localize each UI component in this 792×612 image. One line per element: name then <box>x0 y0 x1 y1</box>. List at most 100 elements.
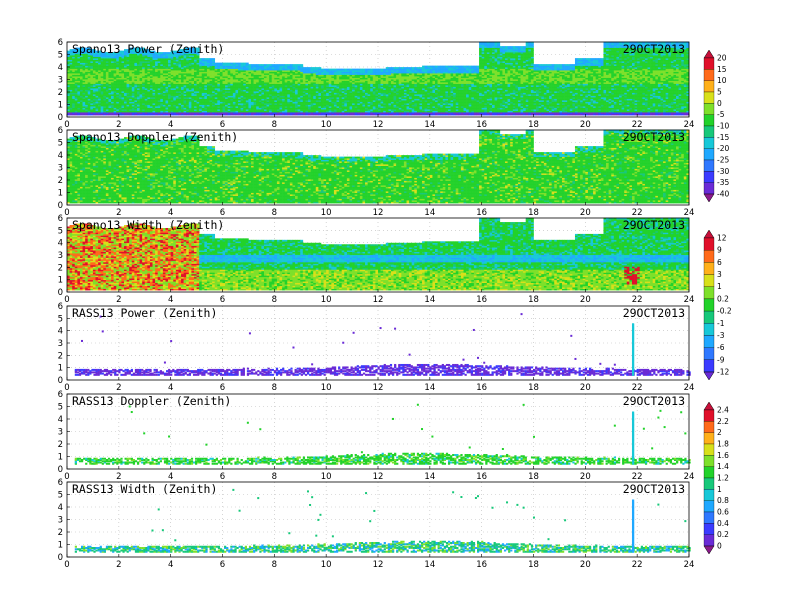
x-tick-label: 14 <box>424 295 435 305</box>
x-tick-label: 10 <box>321 472 332 482</box>
x-tick-label: 0 <box>64 120 69 130</box>
colorbar-tick-label: 5 <box>717 88 722 97</box>
x-tick-label: 12 <box>373 295 384 305</box>
x-tick-label: 12 <box>373 208 384 218</box>
x-tick-label: 0 <box>64 383 69 393</box>
y-tick-label: 4 <box>58 327 63 337</box>
x-tick-label: 6 <box>220 472 225 482</box>
x-tick-label: 0 <box>64 472 69 482</box>
x-tick-label: 8 <box>272 472 277 482</box>
x-tick-label: 22 <box>632 472 643 482</box>
y-tick-label: 5 <box>58 491 63 501</box>
panel-date: 29OCT2013 <box>623 130 685 144</box>
colorbar-tick-label: 0.4 <box>717 519 729 528</box>
x-tick-label: 2 <box>116 120 121 130</box>
y-tick-label: 2 <box>58 176 63 186</box>
colorbar-tick-label: 1.2 <box>717 474 729 483</box>
panel-date: 29OCT2013 <box>623 482 685 496</box>
y-tick-label: 2 <box>58 528 63 538</box>
colorbar-tick-label: 0.2 <box>717 530 729 539</box>
colorbar-tick-label: 15 <box>717 65 727 74</box>
y-tick-label: 1 <box>58 453 63 463</box>
colorbar-tick-label: 2 <box>717 428 722 437</box>
colorbar-tick-label: -25 <box>717 156 729 165</box>
x-tick-label: 4 <box>168 383 173 393</box>
y-tick-label: 6 <box>58 390 63 400</box>
x-tick-label: 16 <box>476 383 487 393</box>
colorbar-tick-label: 1.4 <box>717 462 729 471</box>
y-tick-label: 6 <box>58 126 63 136</box>
y-tick-label: 0 <box>58 553 63 563</box>
x-tick-label: 0 <box>64 295 69 305</box>
x-tick-label: 8 <box>272 120 277 130</box>
panel-title: RASS13 Power (Zenith) <box>72 306 217 320</box>
x-tick-label: 6 <box>220 560 225 570</box>
colorbar-tick-label: 1.8 <box>717 440 729 449</box>
x-tick-label: 18 <box>528 560 539 570</box>
panel-date: 29OCT2013 <box>623 218 685 232</box>
y-tick-label: 2 <box>58 263 63 273</box>
x-tick-label: 10 <box>321 295 332 305</box>
y-tick-label: 3 <box>58 428 63 438</box>
colorbar-tick-label: -20 <box>717 144 729 153</box>
x-tick-label: 20 <box>580 472 591 482</box>
colorbar-bottom-arrow <box>704 372 714 380</box>
colorbar-tick-label: 1 <box>717 485 722 494</box>
colorbar-tick-label: -5 <box>717 110 725 119</box>
y-tick-label: 4 <box>58 151 63 161</box>
x-tick-label: 2 <box>116 295 121 305</box>
colorbar-tick-label: 6 <box>717 258 722 267</box>
y-tick-label: 3 <box>58 76 63 86</box>
x-tick-label: 24 <box>684 295 695 305</box>
x-tick-label: 14 <box>424 120 435 130</box>
colorbar-tick-label: 0.6 <box>717 508 729 517</box>
y-tick-label: 6 <box>58 302 63 312</box>
x-tick-label: 6 <box>220 208 225 218</box>
colorbar-tick-label: -15 <box>717 133 729 142</box>
colorbar-tick-label: -35 <box>717 178 729 187</box>
y-tick-label: 3 <box>58 251 63 261</box>
y-tick-label: 2 <box>58 351 63 361</box>
colorbar-tick-label: -10 <box>717 122 729 131</box>
colorbar-bottom-arrow <box>704 194 714 202</box>
y-tick-label: 4 <box>58 63 63 73</box>
x-tick-label: 10 <box>321 208 332 218</box>
y-tick-label: 6 <box>58 214 63 224</box>
colorbar-tick-label: 1 <box>717 282 722 291</box>
colorbar-tick-label: 0.8 <box>717 496 729 505</box>
y-tick-label: 3 <box>58 516 63 526</box>
y-tick-label: 0 <box>58 201 63 211</box>
x-tick-label: 12 <box>373 472 384 482</box>
colorbar-tick-label: -3 <box>717 331 725 340</box>
x-tick-label: 24 <box>684 383 695 393</box>
colorbar-rass: 2.42.221.81.61.41.210.80.60.40.20 <box>704 402 729 554</box>
colorbar-tick-label: 20 <box>717 54 727 63</box>
x-tick-label: 0 <box>64 560 69 570</box>
x-tick-label: 20 <box>580 208 591 218</box>
colorbar-tick-label: -1 <box>717 319 725 328</box>
x-tick-label: 22 <box>632 208 643 218</box>
y-tick-label: 4 <box>58 239 63 249</box>
colorbar-tick-label: -6 <box>717 343 725 352</box>
colorbar-tick-label: -0.2 <box>717 307 732 316</box>
x-tick-label: 22 <box>632 295 643 305</box>
y-tick-label: 4 <box>58 503 63 513</box>
x-tick-label: 4 <box>168 295 173 305</box>
y-tick-label: 5 <box>58 226 63 236</box>
x-tick-label: 6 <box>220 295 225 305</box>
x-tick-label: 12 <box>373 560 384 570</box>
x-tick-label: 8 <box>272 295 277 305</box>
x-tick-label: 20 <box>580 295 591 305</box>
colorbar-top-arrow <box>704 50 714 58</box>
x-tick-label: 10 <box>321 560 332 570</box>
x-tick-label: 2 <box>116 208 121 218</box>
x-tick-label: 6 <box>220 383 225 393</box>
y-tick-label: 0 <box>58 288 63 298</box>
